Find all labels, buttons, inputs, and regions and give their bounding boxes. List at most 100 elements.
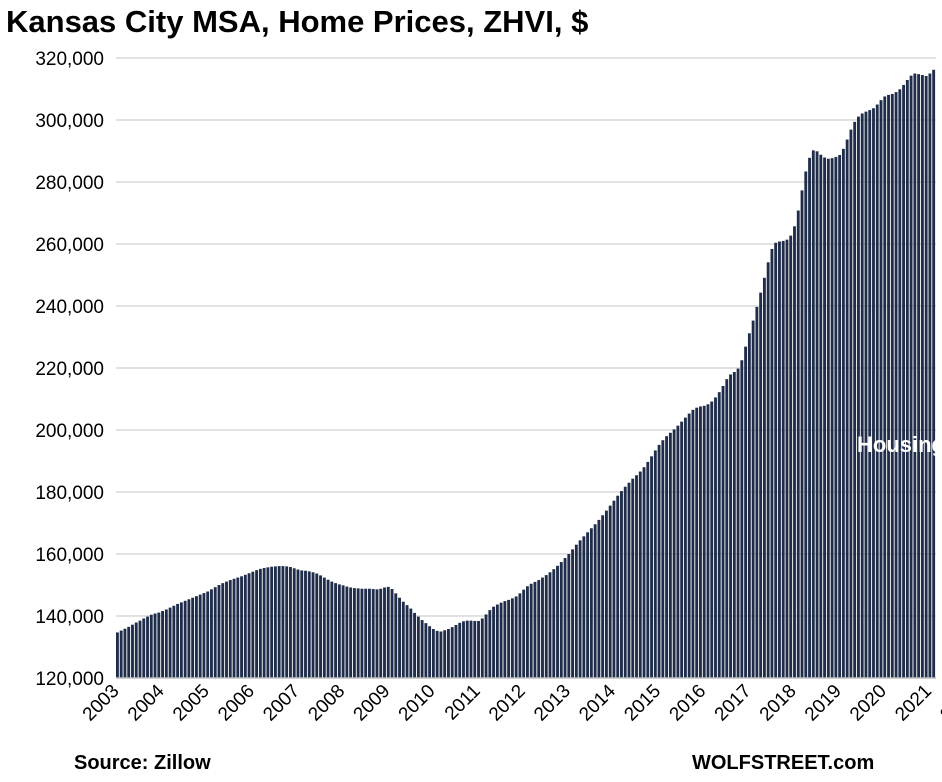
bar bbox=[157, 612, 161, 678]
bar bbox=[811, 150, 815, 678]
bar bbox=[781, 240, 785, 678]
x-tick-label: 2017 bbox=[711, 681, 756, 726]
bar bbox=[161, 611, 164, 678]
bar bbox=[702, 405, 706, 678]
bar bbox=[789, 235, 793, 678]
y-tick-label: 280,000 bbox=[35, 173, 104, 194]
bar bbox=[307, 571, 311, 678]
bar bbox=[687, 413, 691, 678]
bar bbox=[699, 406, 702, 678]
x-tick-label: 2020 bbox=[846, 681, 891, 726]
bar bbox=[544, 575, 548, 678]
bar bbox=[424, 623, 428, 678]
bar bbox=[217, 585, 221, 678]
bar bbox=[480, 618, 484, 678]
bar bbox=[823, 157, 827, 678]
bar bbox=[375, 589, 379, 678]
bar bbox=[255, 570, 259, 678]
bar bbox=[281, 566, 285, 678]
bar bbox=[623, 486, 627, 678]
bar bbox=[462, 621, 465, 678]
bar bbox=[650, 456, 653, 678]
x-tick-label: 2012 bbox=[485, 681, 530, 726]
bar bbox=[725, 379, 729, 678]
bar bbox=[533, 581, 537, 678]
bar bbox=[285, 566, 289, 678]
bar bbox=[653, 450, 657, 678]
bar bbox=[394, 593, 398, 678]
bar bbox=[352, 588, 356, 678]
bar bbox=[341, 585, 345, 678]
bar bbox=[228, 580, 232, 678]
bar bbox=[439, 631, 443, 678]
bar bbox=[774, 242, 778, 678]
bar bbox=[808, 157, 811, 678]
bar bbox=[608, 505, 612, 678]
bar bbox=[240, 576, 243, 678]
y-tick-label: 160,000 bbox=[35, 545, 104, 566]
bar bbox=[695, 407, 699, 678]
bar bbox=[522, 589, 526, 678]
annotation-label: Housing Bubble 2 bbox=[857, 432, 942, 457]
bar bbox=[541, 577, 544, 678]
bar bbox=[232, 578, 236, 678]
bar bbox=[932, 69, 936, 678]
bar bbox=[258, 568, 262, 678]
bar bbox=[917, 74, 921, 679]
bar bbox=[529, 583, 533, 678]
bar bbox=[334, 583, 338, 678]
y-axis-ticks: 120,000 140,000 160,000 180,000 200,000 220,0… bbox=[35, 49, 104, 690]
bar bbox=[691, 409, 695, 678]
bar bbox=[322, 577, 326, 678]
bar bbox=[413, 612, 417, 678]
bar bbox=[349, 587, 353, 678]
bar bbox=[582, 536, 586, 678]
bar bbox=[721, 385, 725, 678]
bar bbox=[612, 500, 616, 678]
y-tick-label: 180,000 bbox=[35, 483, 104, 504]
bar bbox=[499, 602, 503, 678]
bar bbox=[368, 588, 371, 678]
bar bbox=[134, 622, 138, 678]
bar bbox=[556, 565, 559, 678]
bar bbox=[172, 605, 176, 678]
bar bbox=[330, 581, 334, 678]
bar bbox=[574, 544, 578, 678]
bar bbox=[793, 226, 796, 678]
bar bbox=[751, 320, 755, 678]
bar bbox=[744, 346, 748, 678]
bar bbox=[526, 586, 529, 678]
bar bbox=[826, 158, 830, 678]
bar bbox=[853, 121, 857, 679]
y-tick-label: 120,000 bbox=[35, 669, 104, 690]
bar bbox=[838, 155, 842, 678]
bar bbox=[819, 154, 823, 679]
bar bbox=[179, 602, 183, 678]
bar bbox=[868, 110, 872, 678]
bar bbox=[146, 616, 149, 678]
bar bbox=[736, 368, 740, 678]
bar bbox=[717, 392, 721, 678]
bar bbox=[210, 589, 213, 678]
x-tick-label: 2013 bbox=[530, 681, 575, 726]
bar bbox=[409, 608, 413, 678]
bar bbox=[755, 306, 759, 678]
bar bbox=[646, 461, 650, 678]
bar bbox=[890, 93, 894, 678]
bar bbox=[804, 171, 808, 678]
bar bbox=[495, 604, 499, 678]
bar bbox=[830, 158, 834, 678]
bar bbox=[729, 374, 732, 678]
bar bbox=[119, 630, 123, 678]
bar bbox=[785, 239, 789, 678]
x-tick-label: 2005 bbox=[169, 681, 214, 726]
bar bbox=[484, 614, 488, 678]
bar bbox=[920, 75, 924, 679]
bar bbox=[770, 248, 774, 678]
x-tick-label: 2008 bbox=[304, 681, 349, 726]
bar bbox=[578, 540, 582, 678]
bar bbox=[277, 566, 281, 678]
bar bbox=[398, 597, 401, 678]
bar bbox=[898, 89, 902, 678]
bar bbox=[131, 624, 134, 678]
